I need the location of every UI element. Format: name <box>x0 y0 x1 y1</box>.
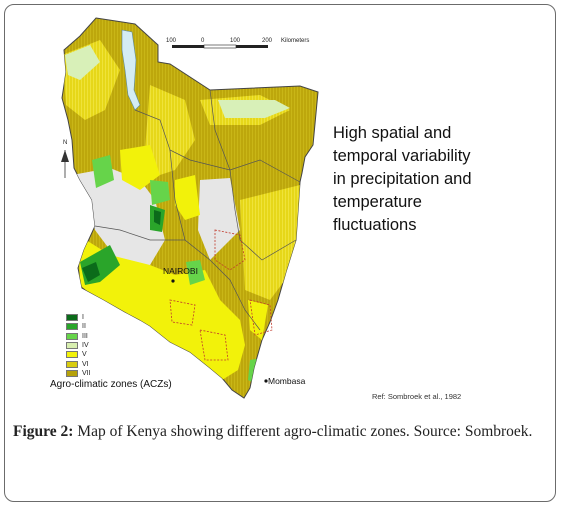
zone-v-area <box>78 235 245 380</box>
legend-label: II <box>82 323 86 331</box>
zone-iii-area <box>248 358 262 385</box>
mombasa-marker <box>264 379 268 383</box>
zone-i-area <box>82 262 100 282</box>
caption-label: Figure 2: <box>13 423 74 440</box>
legend-row: IV <box>66 341 91 350</box>
legend-row: II <box>66 322 91 331</box>
legend-row: VII <box>66 369 91 378</box>
scale-tick-label: 100 <box>230 38 241 44</box>
legend-swatch <box>66 342 78 350</box>
legend-label: III <box>82 332 88 340</box>
note-line: High spatial and <box>333 124 452 142</box>
note-line: temperature <box>333 193 422 211</box>
zone-iii-area <box>186 260 205 285</box>
legend-label: IV <box>82 342 89 350</box>
lake-turkana <box>121 29 141 111</box>
note-line: fluctuations <box>333 216 417 234</box>
grey-region <box>72 168 165 268</box>
legend-label: VI <box>82 360 89 368</box>
kenya-agro-climatic-map <box>61 17 319 399</box>
note-line: in precipitation and <box>333 170 472 188</box>
zone-iii-area <box>150 180 170 205</box>
zone-vi-area <box>145 85 195 175</box>
zone-v-area <box>120 145 160 190</box>
zone-v-area <box>175 175 200 220</box>
zone-iv-area <box>65 45 100 80</box>
legend-swatch <box>66 360 78 368</box>
province-boundaries <box>94 89 301 331</box>
north-arrow <box>61 150 69 178</box>
grey-region <box>198 178 240 260</box>
scale-tick-label: 100 <box>166 38 177 44</box>
legend-row: III <box>66 332 91 341</box>
legend-swatch <box>66 323 78 331</box>
legend-swatch <box>66 332 78 340</box>
city-label-mombasa: Mombasa <box>268 376 306 386</box>
legend-row: I <box>66 313 91 322</box>
legend-row: VI <box>66 359 91 368</box>
legend-swatch <box>66 369 78 377</box>
note-line: temporal variability <box>333 147 471 165</box>
scale-unit-label: Kilometers <box>281 38 310 44</box>
zone-iv-area <box>218 100 290 118</box>
caption-text: Map of Kenya showing different agro-clim… <box>73 423 533 440</box>
city-label-nairobi: NAIROBI <box>163 266 198 276</box>
north-label: N <box>63 140 68 146</box>
reference-text: Ref: Sombroek et al., 1982 <box>372 392 462 401</box>
legend-swatch <box>66 314 78 322</box>
zone-i-area <box>154 210 161 225</box>
zone-iii-area <box>92 155 114 188</box>
nairobi-marker <box>171 279 175 283</box>
legend-label: I <box>82 314 84 322</box>
map-area: 100 0 100 200 Kilometers N NAIROBI Momba… <box>61 17 319 399</box>
legend-swatch <box>66 351 78 359</box>
scale-bar <box>172 44 268 49</box>
legend-label: VII <box>82 369 91 377</box>
figure-caption: Figure 2: Map of Kenya showing different… <box>13 420 548 443</box>
district-lines <box>169 229 273 361</box>
scale-tick-label: 0 <box>201 38 205 44</box>
legend-row: V <box>66 350 91 359</box>
scale-tick-label: 200 <box>262 38 273 44</box>
variability-note: High spatial and temporal variability in… <box>333 122 533 237</box>
legend-title: Agro-climatic zones (ACZs) <box>50 379 172 390</box>
zone-vi-area <box>240 185 300 300</box>
legend: I II III IV V VI VII <box>66 313 91 378</box>
zone-v-area <box>248 300 268 340</box>
legend-label: V <box>82 351 87 359</box>
